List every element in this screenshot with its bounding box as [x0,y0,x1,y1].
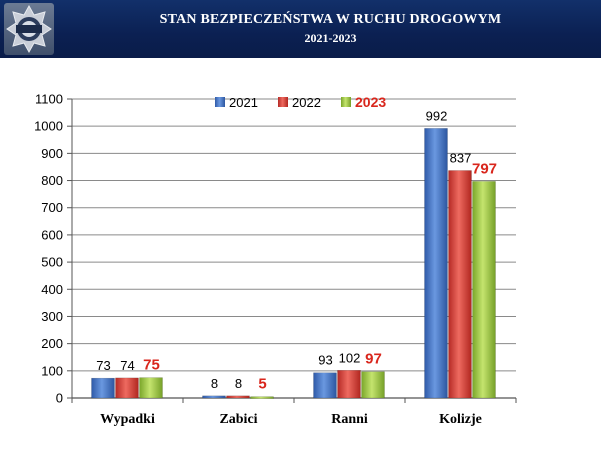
legend-label-2023: 2023 [355,94,386,110]
legend-label-2021: 2021 [229,95,258,110]
y-tick-label: 1000 [34,119,63,134]
police-badge-icon [4,3,54,55]
bar-2021-zabici [202,395,226,399]
bar-2022-ranni [337,370,361,399]
data-label: 73 [96,358,110,373]
legend-swatch-2022 [278,97,288,107]
header-banner: STAN BEZPIECZEŃSTWA W RUCHU DROGOWYM 202… [0,0,601,58]
y-tick-label: 600 [41,227,63,242]
y-tick-label: 300 [41,309,63,324]
category-label: Wypadki [100,412,155,427]
bar-2021-ranni [313,372,337,399]
bar-2023-wypadki [139,377,163,399]
y-tick-label: 700 [41,200,63,215]
bar-2023-ranni [361,371,385,399]
data-label: 837 [450,150,472,165]
bar-2021-kolizje [424,128,448,399]
data-label: 8 [235,376,242,391]
category-label: Kolizje [439,412,482,427]
bar-2023-kolizje [472,181,496,399]
bar-2022-kolizje [448,170,472,399]
data-label: 5 [258,376,266,393]
page-subtitle: 2021-2023 [304,31,357,45]
bar-2022-wypadki [115,377,139,399]
data-label: 8 [211,376,218,391]
y-tick-label: 200 [41,336,63,351]
y-tick-label: 800 [41,173,63,188]
y-tick-label: 1100 [35,92,63,107]
data-label: 102 [339,350,361,365]
data-label: 797 [472,160,497,177]
page-title: STAN BEZPIECZEŃSTWA W RUCHU DROGOWYM [159,12,502,27]
data-label: 75 [143,357,160,374]
data-label: 97 [365,351,382,368]
data-label: 992 [426,108,448,123]
category-label: Zabici [219,412,257,427]
data-label: 74 [120,358,134,373]
legend-swatch-2021 [215,97,225,107]
bar-2022-zabici [226,395,250,399]
y-tick-label: 900 [41,146,63,161]
bar-2021-wypadki [91,377,115,399]
category-label: Ranni [331,412,368,427]
legend-label-2022: 2022 [292,95,321,110]
y-tick-label: 500 [41,255,63,270]
y-tick-label: 400 [41,282,63,297]
data-label: 93 [318,353,332,368]
bar-2023-zabici [250,396,274,399]
y-tick-label: 100 [41,363,63,378]
legend-swatch-2023 [341,97,351,107]
bar-chart: 0 100 200 300 400 500 600 700 800 900 1000 1100 73 7… [34,92,517,427]
y-tick-label: 0 [56,391,63,406]
